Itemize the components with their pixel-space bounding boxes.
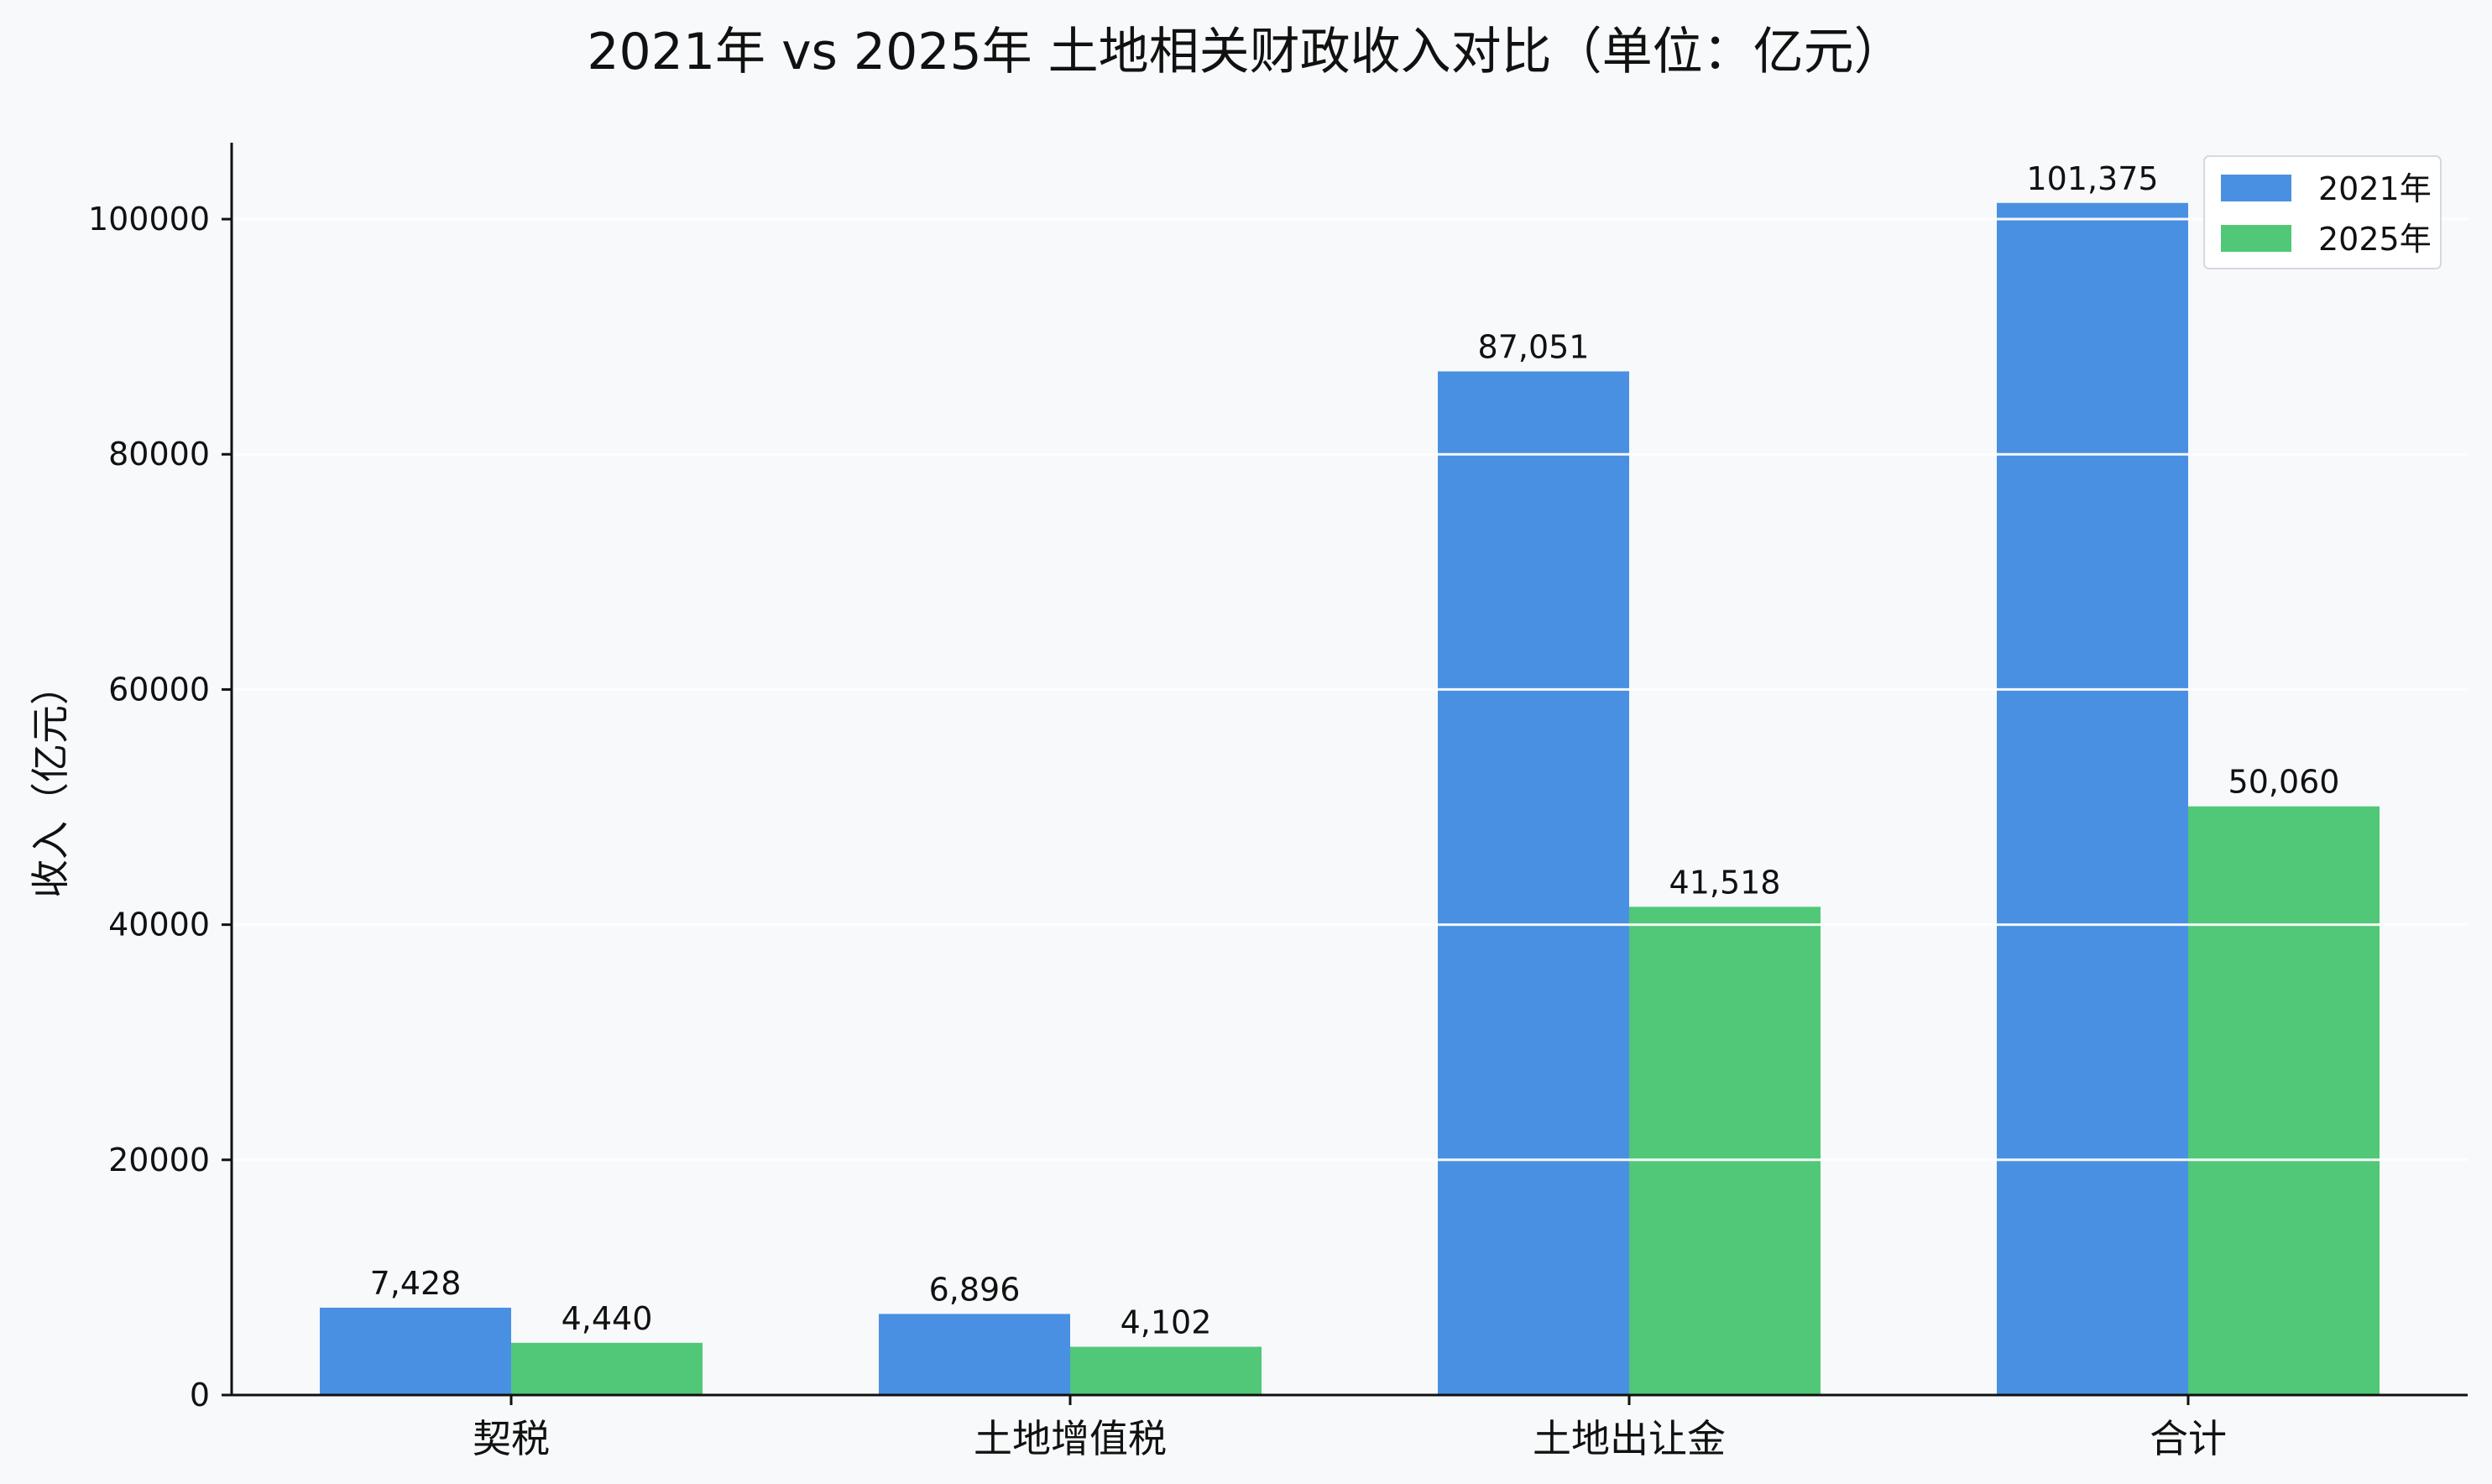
axes: 契税 土地增值税 土地出让金 合计 0 20000 40000 60000 80000 10000… [88, 143, 2468, 1461]
data-label-土地出让金-2021年: 87,051 [1478, 328, 1590, 365]
x-tick-label-土地增值税: 土地增值税 [974, 1416, 1167, 1461]
bars [320, 202, 2380, 1396]
y-tick-label-100000: 100000 [88, 201, 210, 238]
data-label-合计-2025年: 50,060 [2228, 764, 2340, 801]
data-label-合计-2021年: 101,375 [2026, 160, 2158, 197]
y-tick-label-20000: 20000 [108, 1142, 210, 1178]
chart-title: 2021年 vs 2025年 土地相关财政收入对比（单位：亿元） [587, 23, 1904, 81]
legend-label-2021年: 2021年 [2318, 170, 2432, 207]
bar-土地出让金-2021年 [1438, 371, 1629, 1395]
y-tick-label-80000: 80000 [108, 436, 210, 473]
bar-土地增值税-2021年 [879, 1314, 1070, 1395]
bar-合计-2021年 [1997, 202, 2188, 1396]
legend-label-2025年: 2025年 [2318, 221, 2432, 258]
x-tick-label-土地出让金: 土地出让金 [1533, 1416, 1726, 1461]
data-label-契税-2025年: 4,440 [562, 1300, 653, 1337]
bar-合计-2025年 [2188, 806, 2380, 1395]
legend-swatch-2025年 [2221, 225, 2291, 252]
legend-swatch-2021年 [2221, 175, 2291, 201]
bar-契税-2021年 [320, 1307, 511, 1395]
bar-契税-2025年 [511, 1342, 703, 1395]
bar-土地增值税-2025年 [1070, 1346, 1262, 1395]
x-tick-label-合计: 合计 [2150, 1416, 2227, 1461]
x-tick-label-契税: 契税 [473, 1416, 550, 1461]
legend: 2021年 2025年 [2203, 155, 2442, 269]
y-tick-label-40000: 40000 [108, 907, 210, 943]
data-label-土地增值税-2021年: 6,896 [929, 1271, 1021, 1308]
data-label-土地增值税-2025年: 4,102 [1121, 1304, 1212, 1341]
data-label-土地出让金-2025年: 41,518 [1669, 864, 1781, 901]
data-labels: 7,428 4,440 6,896 4,102 87,051 41,518 101,375 5… [370, 160, 2340, 1341]
data-label-契税-2021年: 7,428 [370, 1265, 462, 1302]
gridlines-overlay [232, 217, 2468, 1162]
y-tick-label-0: 0 [190, 1377, 210, 1413]
y-tick-label-60000: 60000 [108, 671, 210, 708]
bar-土地出让金-2025年 [1629, 907, 1821, 1395]
y-axis-title: 收入（亿元） [28, 666, 73, 898]
